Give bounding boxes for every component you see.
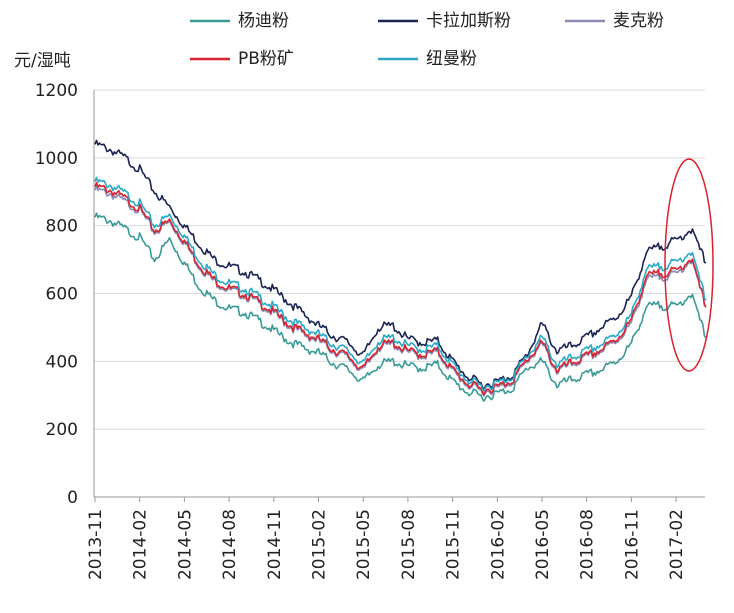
series-line: [94, 176, 707, 392]
legend-label: 纽曼粉: [426, 49, 477, 69]
x-tick-label: 2014-11: [265, 509, 285, 580]
series-group: [94, 139, 707, 402]
x-tick-label: 2015-08: [399, 509, 419, 580]
legend-label: 麦克粉: [613, 11, 664, 31]
y-tick-label: 1200: [35, 81, 78, 101]
series-line: [94, 139, 707, 391]
x-tick-label: 2014-05: [175, 509, 195, 580]
highlight-ellipse: [664, 158, 714, 372]
y-tick-label: 1000: [35, 149, 78, 169]
y-tick-label: 0: [67, 488, 78, 508]
x-tick-label: 2015-02: [310, 509, 330, 580]
legend-label: PB粉矿: [238, 49, 294, 69]
y-tick-label: 400: [46, 352, 78, 372]
y-tick-label: 600: [46, 285, 78, 305]
legend: 杨迪粉 卡拉加斯粉 麦克粉 PB粉矿 纽曼粉: [190, 11, 664, 69]
x-tick-label: 2015-05: [354, 509, 374, 580]
legend-label: 卡拉加斯粉: [426, 11, 511, 31]
x-tick-label: 2013-11: [86, 509, 106, 580]
x-axis-ticks: 2013-11 2014-02 2014-05 2014-08 2014-11 2015-…: [86, 497, 687, 580]
y-tick-label: 200: [46, 420, 78, 440]
x-tick-label: 2016-08: [578, 509, 598, 580]
x-tick-label: 2017-02: [667, 509, 687, 580]
x-tick-label: 2016-02: [488, 509, 508, 580]
x-tick-label: 2015-11: [444, 509, 464, 580]
annotation-layer: [664, 158, 714, 372]
series-line: [94, 181, 707, 396]
x-tick-label: 2016-11: [622, 509, 642, 580]
y-tick-label: 800: [46, 217, 78, 237]
x-tick-label: 2016-05: [533, 509, 553, 580]
y-axis-label: 元/湿吨: [14, 51, 71, 71]
y-axis-ticks: 0 200 400 600 800 1000 1200: [35, 81, 78, 508]
x-tick-label: 2014-08: [220, 509, 240, 580]
x-tick-label: 2014-02: [131, 509, 151, 580]
grid: [93, 89, 705, 498]
series-line: [94, 212, 707, 402]
legend-label: 杨迪粉: [238, 11, 289, 31]
